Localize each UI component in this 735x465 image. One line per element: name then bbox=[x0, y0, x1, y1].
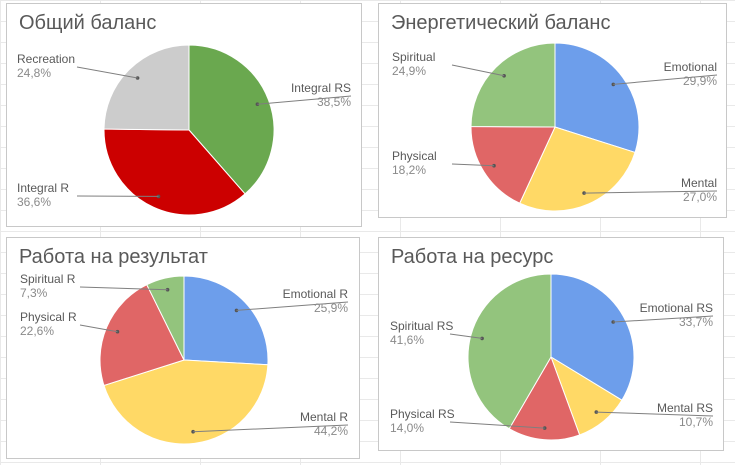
value-label: 24,8% bbox=[17, 66, 51, 80]
value-label: 7,3% bbox=[20, 286, 48, 300]
leader-line bbox=[257, 95, 352, 105]
chart-panel-work-for-result: Работа на результат Emotional R 25,9% Ment… bbox=[6, 237, 360, 459]
category-label: Mental RS bbox=[657, 401, 713, 415]
leader-line bbox=[449, 421, 545, 429]
leader-dot bbox=[594, 410, 599, 414]
value-label: 18,2% bbox=[392, 163, 426, 177]
value-label: 38,5% bbox=[317, 95, 351, 109]
category-label: Emotional RS bbox=[640, 301, 713, 315]
leader-line bbox=[236, 301, 349, 311]
category-label: Mental R bbox=[300, 410, 348, 424]
leader-line bbox=[613, 74, 718, 85]
chart-title: Работа на результат bbox=[19, 246, 208, 268]
value-label: 44,2% bbox=[314, 424, 348, 438]
leader-dot bbox=[165, 287, 170, 292]
pie-slice-integral-rs bbox=[188, 44, 275, 195]
leader-line bbox=[79, 324, 118, 333]
value-label: 22,6% bbox=[20, 324, 54, 338]
leader-dot bbox=[542, 426, 547, 430]
leader-line bbox=[76, 66, 138, 79]
pie-slice-emotional bbox=[554, 42, 640, 154]
pie-slice-physical bbox=[470, 125, 556, 204]
value-label: 33,7% bbox=[679, 315, 713, 329]
category-label: Emotional R bbox=[283, 287, 349, 301]
pie-slice-spiritual-rs bbox=[467, 273, 552, 430]
value-label: 25,9% bbox=[314, 301, 348, 315]
category-label: Integral RS bbox=[291, 81, 351, 95]
category-label: Spiritual RS bbox=[390, 319, 453, 333]
value-label: 41,6% bbox=[390, 333, 424, 347]
chart-title: Работа на ресурс bbox=[391, 246, 554, 268]
chart-panel-energy-balance: Энергетический баланс Emotional 29,9% Ment… bbox=[378, 3, 727, 218]
pie-chart: Emotional R25,9% Mental R44,2% Physical R2… bbox=[20, 272, 349, 445]
leader-dot bbox=[611, 82, 616, 87]
leader-dot bbox=[582, 191, 586, 195]
pie-slice-spiritual bbox=[470, 42, 556, 128]
leader-line bbox=[79, 286, 168, 291]
pie-slice-spiritual-r bbox=[146, 275, 185, 361]
value-label: 36,6% bbox=[17, 195, 51, 209]
leader-line bbox=[584, 190, 718, 194]
leader-dot bbox=[234, 308, 239, 313]
pie-slice-recreation bbox=[103, 44, 190, 131]
value-label: 29,9% bbox=[683, 74, 717, 88]
category-label: Spiritual R bbox=[20, 272, 76, 286]
chart-panel-work-for-resource: Работа на ресурс Emotional RS 33,7% Mental… bbox=[378, 237, 724, 451]
leader-line bbox=[193, 424, 349, 433]
pie-slice-physical-r bbox=[99, 284, 185, 387]
category-label: Emotional bbox=[664, 60, 717, 74]
leader-dot bbox=[191, 429, 195, 434]
leader-line bbox=[596, 411, 714, 417]
value-label: 27,0% bbox=[683, 190, 717, 204]
leader-line bbox=[451, 163, 495, 167]
leader-line bbox=[449, 333, 483, 339]
category-label: Physical R bbox=[20, 310, 77, 324]
category-label: Recreation bbox=[17, 52, 75, 66]
leader-line bbox=[613, 315, 714, 323]
pie-slice-emotional-r bbox=[183, 275, 269, 366]
chart-title: Общий баланс bbox=[19, 12, 157, 34]
category-label: Integral R bbox=[17, 181, 69, 195]
category-label: Physical RS bbox=[390, 407, 455, 421]
pie-slice-integral-r bbox=[103, 128, 246, 216]
value-label: 14,0% bbox=[390, 421, 424, 435]
category-label: Spiritual bbox=[392, 50, 435, 64]
pie-slice-physical-rs bbox=[508, 355, 581, 441]
pie-slice-emotional-rs bbox=[550, 273, 635, 401]
category-label: Mental bbox=[681, 176, 717, 190]
leader-dot bbox=[115, 329, 120, 334]
value-label: 10,7% bbox=[679, 415, 713, 429]
leader-line bbox=[451, 64, 505, 77]
pie-slice-mental bbox=[519, 126, 636, 212]
value-label: 24,9% bbox=[392, 64, 426, 78]
chart-title: Энергетический баланс bbox=[391, 12, 611, 34]
category-label: Physical bbox=[392, 149, 437, 163]
pie-slice-mental-r bbox=[103, 359, 269, 445]
